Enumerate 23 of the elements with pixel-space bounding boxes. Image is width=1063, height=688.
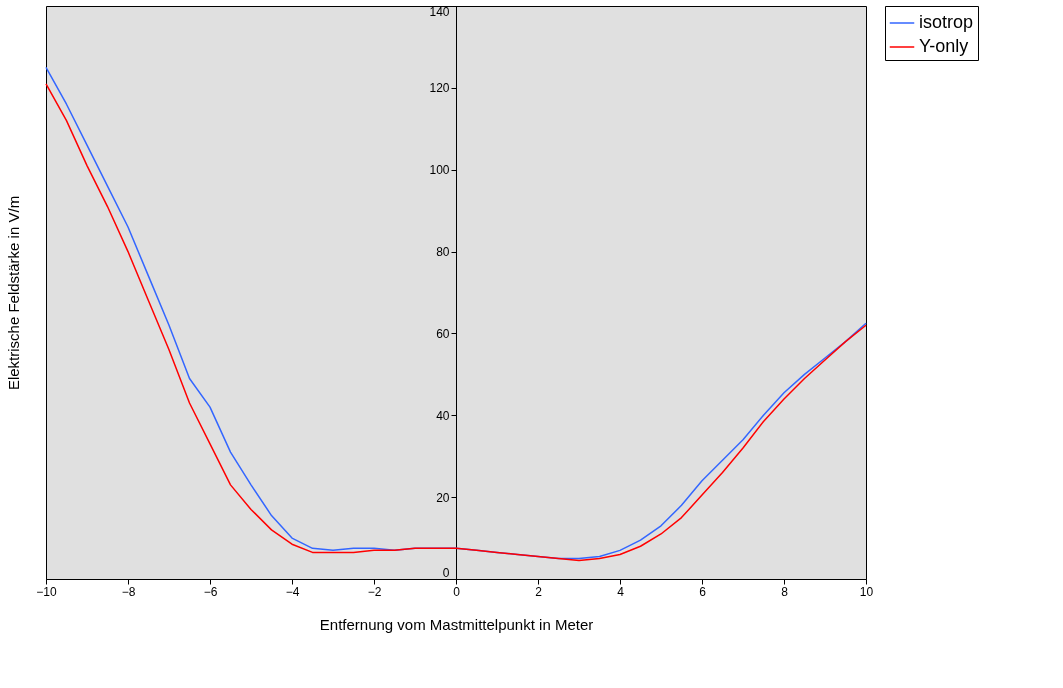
x-tick-label: 10 bbox=[859, 584, 874, 599]
x-axis-title: Entfernung vom Mastmittelpunkt in Meter bbox=[319, 615, 594, 633]
x-tick-label: 2 bbox=[535, 584, 543, 599]
y-tick-label: 120 bbox=[429, 81, 450, 96]
y-tick-label: 100 bbox=[429, 163, 450, 178]
y-tick-label: 140 bbox=[429, 4, 450, 19]
y-tick-label: 0 bbox=[442, 565, 450, 580]
legend-label: Y-only bbox=[919, 36, 969, 56]
x-tick-label: 8 bbox=[781, 584, 789, 599]
x-tick-label: 4 bbox=[617, 584, 625, 599]
y-tick-label: 20 bbox=[436, 490, 450, 505]
x-tick-label: −10 bbox=[36, 584, 57, 599]
x-tick-label: −6 bbox=[203, 584, 218, 599]
legend-label: isotrop bbox=[919, 12, 974, 32]
x-tick-label: −4 bbox=[285, 584, 300, 599]
x-tick-label: 0 bbox=[453, 584, 461, 599]
x-tick-label: −8 bbox=[121, 584, 136, 599]
y-tick-label: 40 bbox=[436, 408, 450, 423]
y-tick-label: 60 bbox=[436, 326, 450, 341]
x-tick-label: −2 bbox=[367, 584, 382, 599]
y-tick-label: 80 bbox=[436, 245, 450, 260]
y-axis-title: Elektrische Feldstärke in V/m bbox=[4, 195, 22, 391]
x-tick-label: 6 bbox=[699, 584, 707, 599]
